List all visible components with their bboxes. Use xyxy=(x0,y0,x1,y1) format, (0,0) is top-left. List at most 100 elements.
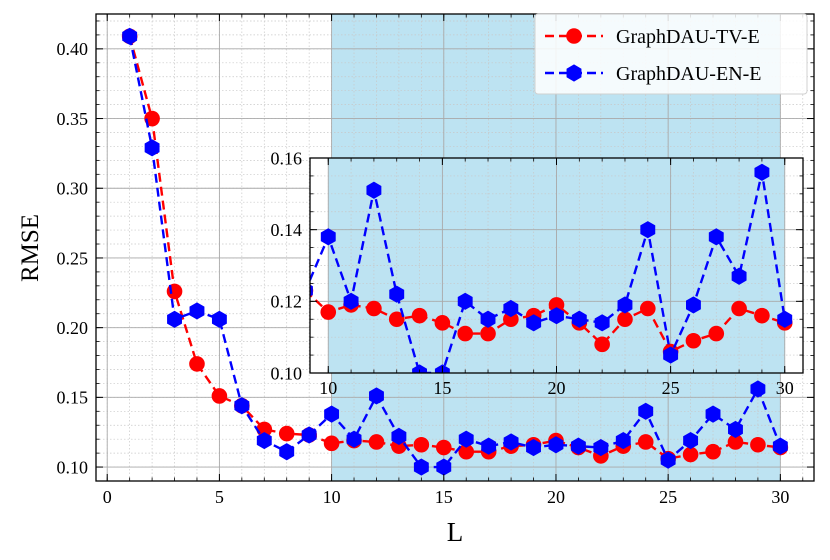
x-tick-label: 30 xyxy=(771,487,789,507)
point-GraphDAU-TV-E xyxy=(731,300,747,317)
point-GraphDAU-EN-E xyxy=(207,0,222,2)
ticks: 0 5 10 15 20 25 30 0.10 0.15 0.20 0.25 0.30 0.35 0.40 xyxy=(57,14,814,507)
point-GraphDAU-EN-E xyxy=(660,451,676,469)
point-GraphDAU-TV-E xyxy=(229,208,245,224)
x-tick-label: 15 xyxy=(433,378,451,398)
point-GraphDAU-EN-E xyxy=(211,310,227,328)
point-GraphDAU-TV-E xyxy=(685,332,702,349)
point-GraphDAU-TV-E xyxy=(750,436,766,453)
point-GraphDAU-EN-E xyxy=(122,27,138,45)
y-axis-label: RMSE xyxy=(17,214,44,282)
legend-label: GraphDAU-TV-E xyxy=(616,26,760,48)
point-GraphDAU-TV-E xyxy=(458,443,475,460)
point-GraphDAU-TV-E xyxy=(503,311,519,328)
point-GraphDAU-EN-E xyxy=(346,430,362,448)
point-GraphDAU-EN-E xyxy=(750,380,766,398)
point-GraphDAU-EN-E xyxy=(615,431,631,450)
legend: GraphDAU-TV-E GraphDAU-EN-E xyxy=(534,13,808,95)
point-GraphDAU-EN-E xyxy=(369,387,384,405)
y-tick-label: 0.20 xyxy=(57,318,89,338)
x-tick-label: 30 xyxy=(776,378,794,398)
legend-marker xyxy=(566,64,582,82)
point-GraphDAU-EN-E xyxy=(436,458,452,476)
point-GraphDAU-EN-E xyxy=(366,181,382,199)
point-GraphDAU-TV-E xyxy=(256,421,273,438)
point-GraphDAU-EN-E xyxy=(301,426,317,444)
point-GraphDAU-TV-E xyxy=(413,436,430,453)
inset-plot: 10 15 20 25 30 0.10 0.12 0.14 0.16 xyxy=(207,0,804,398)
point-GraphDAU-EN-E xyxy=(686,296,701,314)
point-GraphDAU-TV-E xyxy=(252,268,268,284)
y-tick-label: 0.10 xyxy=(271,363,303,383)
y-tick-label: 0.10 xyxy=(57,457,89,477)
point-GraphDAU-EN-E xyxy=(503,299,519,318)
series-group xyxy=(121,27,789,476)
point-GraphDAU-TV-E xyxy=(278,425,295,442)
point-GraphDAU-EN-E xyxy=(189,302,205,320)
point-GraphDAU-TV-E xyxy=(366,300,382,317)
point-GraphDAU-TV-E xyxy=(594,336,610,353)
legend-marker xyxy=(566,28,582,44)
point-GraphDAU-EN-E xyxy=(640,221,656,239)
x-tick-label: 10 xyxy=(319,378,337,398)
point-GraphDAU-EN-E xyxy=(570,437,586,455)
point-GraphDAU-EN-E xyxy=(413,458,429,476)
point-GraphDAU-TV-E xyxy=(368,434,385,450)
point-GraphDAU-EN-E xyxy=(412,364,427,373)
x-tick-label: 20 xyxy=(547,487,565,507)
point-GraphDAU-EN-E xyxy=(324,405,340,423)
point-GraphDAU-EN-E xyxy=(683,431,699,450)
y-tick-label: 0.15 xyxy=(57,388,89,408)
point-GraphDAU-EN-E xyxy=(772,437,788,455)
point-GraphDAU-EN-E xyxy=(594,314,610,332)
y-tick-label: 0.30 xyxy=(57,179,89,199)
point-GraphDAU-EN-E xyxy=(526,438,541,457)
y-tick-label: 0.40 xyxy=(57,39,89,59)
point-GraphDAU-TV-E xyxy=(211,388,228,404)
point-GraphDAU-TV-E xyxy=(434,315,451,331)
point-GraphDAU-EN-E xyxy=(234,397,250,415)
axes-frame xyxy=(95,13,815,482)
point-GraphDAU-EN-E xyxy=(144,139,160,157)
point-GraphDAU-EN-E xyxy=(638,402,654,420)
series-group xyxy=(207,0,793,373)
point-GraphDAU-EN-E xyxy=(279,443,295,461)
point-GraphDAU-TV-E xyxy=(435,439,452,456)
point-GraphDAU-EN-E xyxy=(389,285,405,303)
point-GraphDAU-EN-E xyxy=(663,346,679,364)
y-tick-label: 0.14 xyxy=(271,220,303,240)
point-GraphDAU-TV-E xyxy=(388,311,405,328)
point-GraphDAU-TV-E xyxy=(637,434,654,450)
point-GraphDAU-EN-E xyxy=(457,292,473,310)
point-GraphDAU-EN-E xyxy=(526,314,542,332)
point-GraphDAU-EN-E xyxy=(458,430,474,448)
x-tick-label: 25 xyxy=(662,378,680,398)
x-tick-label: 25 xyxy=(659,487,677,507)
y-tick-label: 0.12 xyxy=(271,292,303,312)
point-GraphDAU-TV-E xyxy=(708,325,725,342)
point-GraphDAU-TV-E xyxy=(480,325,496,342)
point-GraphDAU-EN-E xyxy=(320,228,336,246)
point-GraphDAU-TV-E xyxy=(548,297,565,313)
x-tick-label: 20 xyxy=(548,378,566,398)
ticks: 10 15 20 25 30 0.10 0.12 0.14 0.16 xyxy=(271,148,803,398)
x-tick-label: 0 xyxy=(103,487,112,507)
point-GraphDAU-TV-E xyxy=(189,356,205,372)
point-GraphDAU-EN-E xyxy=(343,292,359,310)
point-GraphDAU-TV-E xyxy=(617,311,633,328)
x-tick-label: 15 xyxy=(435,487,453,507)
point-GraphDAU-EN-E xyxy=(708,228,724,246)
point-GraphDAU-EN-E xyxy=(256,431,272,450)
point-GraphDAU-TV-E xyxy=(323,435,340,452)
point-GraphDAU-TV-E xyxy=(457,325,474,342)
y-tick-label: 0.25 xyxy=(57,248,89,268)
point-GraphDAU-EN-E xyxy=(571,310,587,328)
point-GraphDAU-EN-E xyxy=(705,405,721,423)
point-GraphDAU-EN-E xyxy=(777,310,793,328)
point-GraphDAU-EN-E xyxy=(480,310,496,328)
y-tick-label: 0.16 xyxy=(271,148,303,168)
legend-label: GraphDAU-EN-E xyxy=(616,63,762,85)
point-GraphDAU-TV-E xyxy=(705,443,721,460)
point-GraphDAU-EN-E xyxy=(754,163,770,181)
